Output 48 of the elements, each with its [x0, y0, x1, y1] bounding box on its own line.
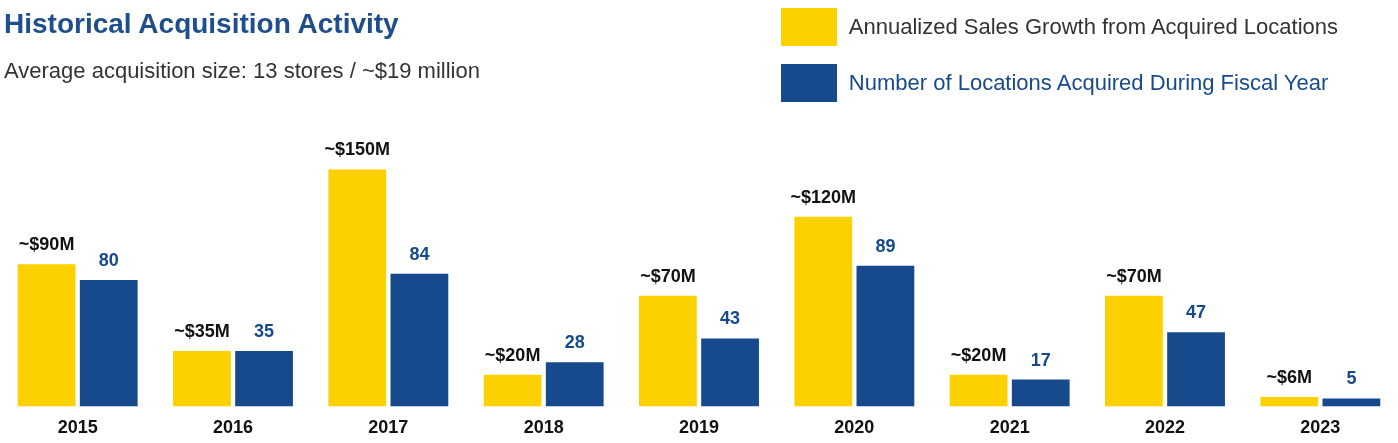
bar: [390, 273, 449, 407]
data-label: 89: [875, 235, 896, 256]
bar: [17, 264, 76, 407]
chart-subtitle: Average acquisition size: 13 stores / ~$19 million: [4, 58, 480, 84]
data-label: ~$150M: [324, 139, 391, 160]
bar: [856, 265, 915, 407]
bar: [1260, 396, 1319, 407]
x-tick-label: 2015: [57, 417, 98, 438]
data-label: 17: [1030, 349, 1051, 370]
data-label: ~$35M: [174, 321, 230, 342]
x-tick-label: 2016: [212, 417, 254, 438]
bar: [79, 280, 138, 407]
legend-label: Number of Locations Acquired During Fiscal Year: [848, 70, 1329, 96]
bar: [545, 362, 604, 407]
bar: [1105, 295, 1163, 407]
legend-label: Annualized Sales Growth from Acquired Locations: [848, 14, 1338, 40]
bar: [483, 374, 542, 407]
bar: [794, 216, 853, 407]
x-tick-label: 2018: [523, 417, 564, 438]
data-label: ~$90M: [18, 234, 75, 255]
data-label: 5: [1346, 368, 1357, 389]
data-label: ~$20M: [950, 344, 1007, 365]
data-label: 28: [564, 332, 585, 353]
data-label: ~$70M: [1106, 265, 1162, 286]
x-tick-label: 2022: [1144, 417, 1186, 438]
data-label: ~$70M: [640, 265, 696, 286]
data-label: 47: [1186, 302, 1207, 323]
bar: [1011, 379, 1070, 407]
x-tick-label: 2021: [989, 417, 1030, 438]
bar: [949, 374, 1008, 407]
data-label: 84: [409, 243, 430, 264]
data-label: ~$120M: [790, 186, 857, 207]
bar: [328, 169, 387, 407]
data-label: 80: [98, 249, 119, 270]
data-label: ~$20M: [484, 344, 541, 365]
data-label: 43: [720, 308, 741, 329]
bar: [235, 351, 293, 407]
chart-title: Historical Acquisition Activity: [4, 8, 400, 40]
x-tick-label: 2020: [834, 417, 875, 438]
x-tick-label: 2017: [368, 417, 409, 438]
x-tick-label: 2023: [1300, 417, 1341, 438]
bar: [173, 351, 231, 407]
bar: [1167, 332, 1225, 407]
data-label: ~$6M: [1266, 366, 1313, 387]
data-label: 35: [254, 321, 275, 342]
bar: [701, 338, 759, 407]
x-tick-label: 2019: [678, 417, 720, 438]
bar: [639, 295, 697, 407]
